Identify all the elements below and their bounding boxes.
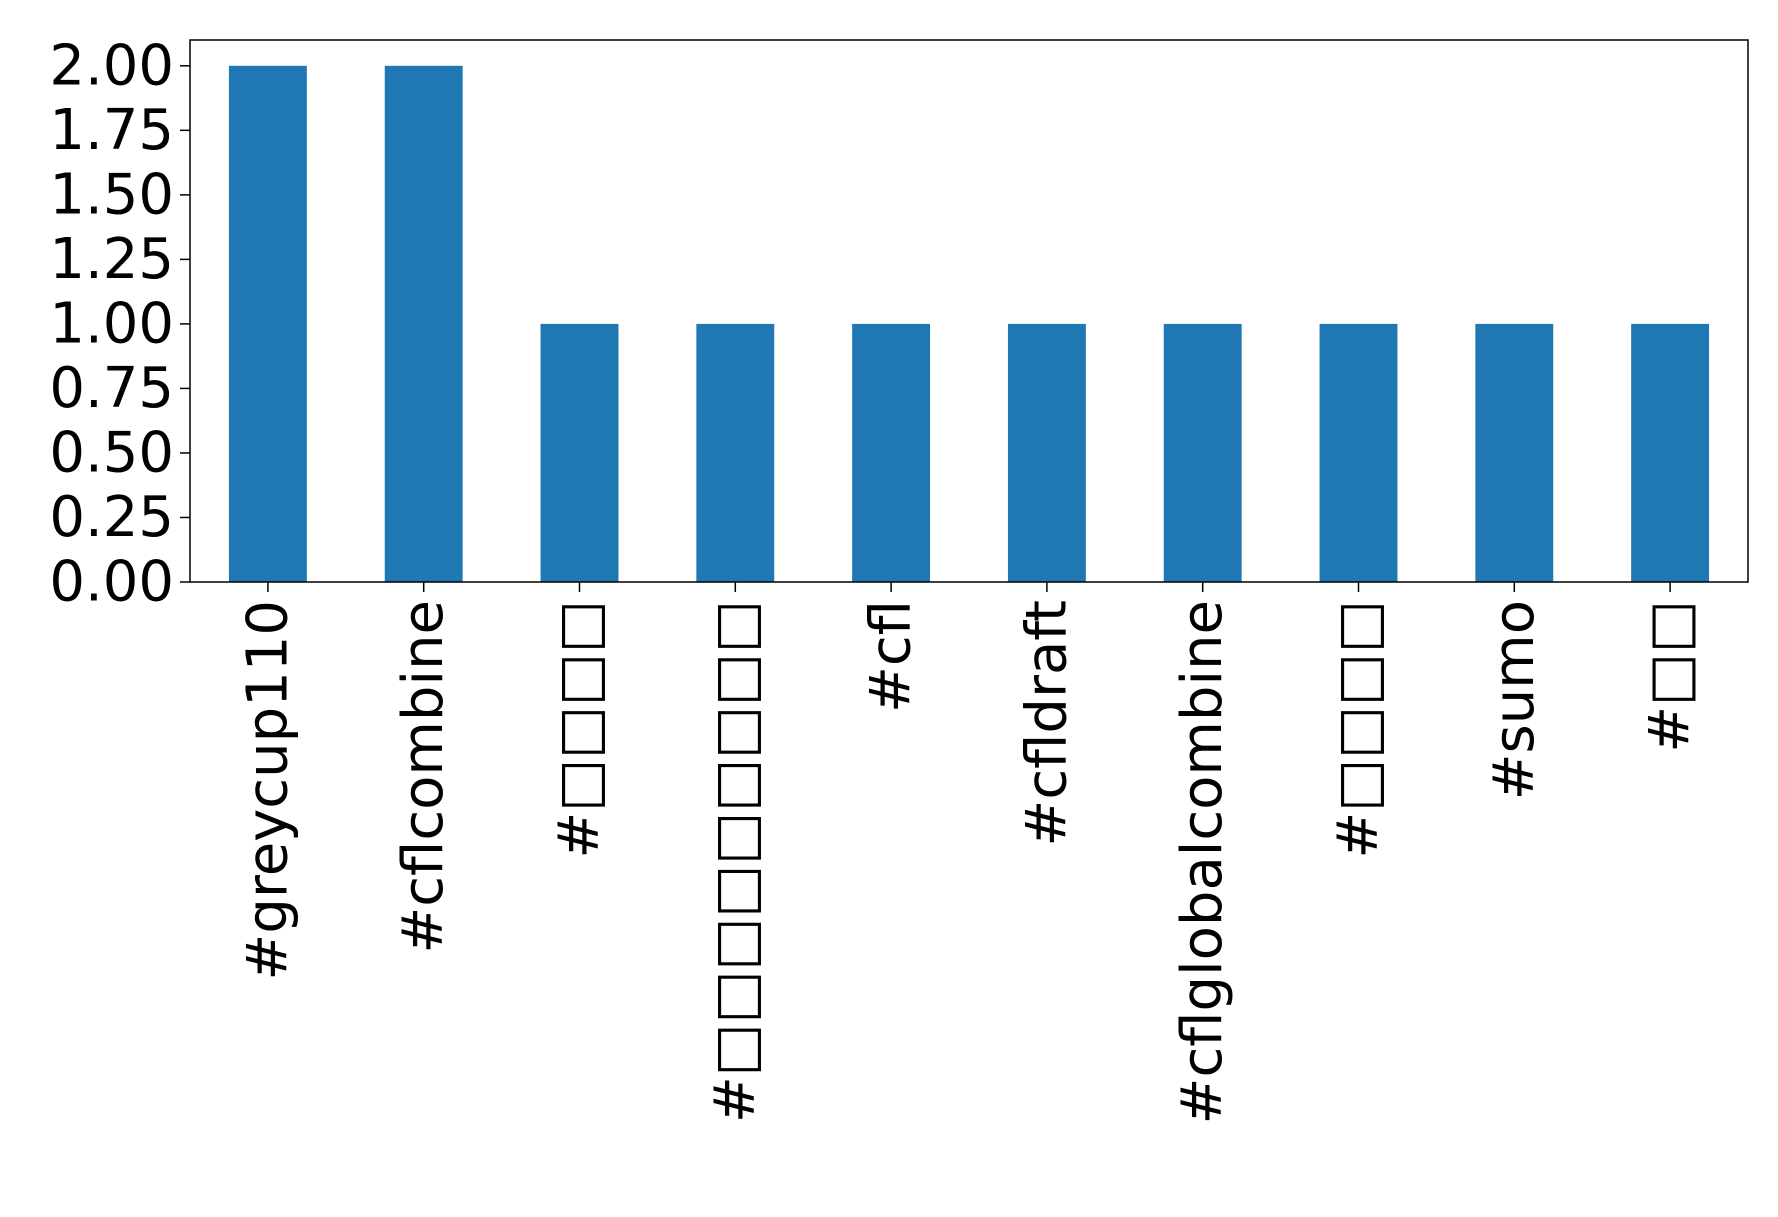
bar xyxy=(1631,323,1710,582)
bar xyxy=(228,65,307,583)
x-tick-label: #□□□□ xyxy=(547,600,612,859)
bar xyxy=(384,65,463,583)
y-tick-label: 1.50 xyxy=(49,162,174,227)
bar xyxy=(1475,323,1554,582)
x-tick-label: #cflcombine xyxy=(391,600,456,954)
bar xyxy=(1163,323,1242,582)
y-tick-label: 1.75 xyxy=(49,98,174,163)
x-tick-label: #greycup110 xyxy=(235,600,300,981)
bar xyxy=(696,323,775,582)
y-tick-label: 0.75 xyxy=(49,356,174,421)
y-tick-label: 1.00 xyxy=(49,291,174,356)
x-tick-label: #□□ xyxy=(1638,600,1703,753)
x-tick-label: #sumo xyxy=(1482,600,1547,800)
bars-layer xyxy=(228,65,1710,583)
x-tick-label: #□□□□□□□□□ xyxy=(703,600,768,1123)
x-axis: #greycup110 #cflcombine #□□□□ #□□□□□□□□□ #cf… xyxy=(235,582,1703,1124)
x-tick-label: #cfl xyxy=(859,600,924,713)
y-tick-label: 2.00 xyxy=(49,33,174,98)
x-tick-label: #cflglobalcombine xyxy=(1170,600,1235,1124)
bar xyxy=(1007,323,1086,582)
bar xyxy=(852,323,931,582)
bar xyxy=(1319,323,1398,582)
y-tick-label: 0.25 xyxy=(49,485,174,550)
x-tick-label: #□□□□ xyxy=(1326,600,1391,859)
bar xyxy=(540,323,619,582)
y-tick-label: 0.50 xyxy=(49,420,174,485)
x-tick-label: #cfldraft xyxy=(1014,600,1079,847)
y-axis: 0.000.250.500.751.001.251.501.752.00 xyxy=(49,33,190,615)
plot-frame xyxy=(189,39,1749,583)
y-tick-label: 1.25 xyxy=(49,227,174,292)
y-tick-label: 0.00 xyxy=(49,550,174,615)
